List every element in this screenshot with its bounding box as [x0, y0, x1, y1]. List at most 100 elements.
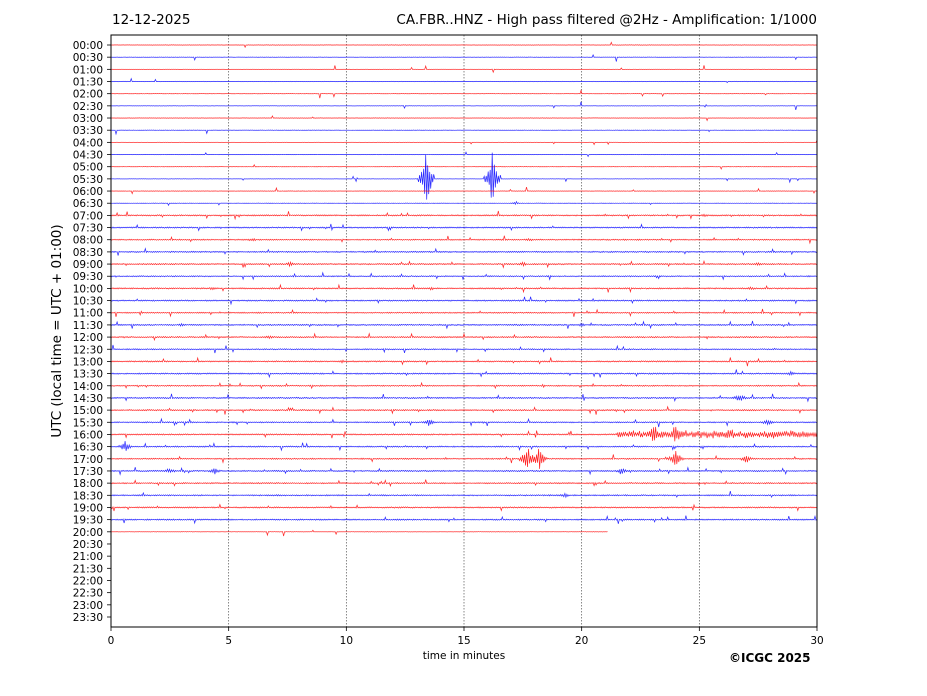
- y-tick-label: 14:30: [73, 393, 103, 405]
- seismic-trace: [110, 186, 818, 195]
- seismic-trace: [110, 369, 818, 379]
- seismic-trace: [110, 235, 818, 245]
- chart-title: CA.FBR..HNZ - High pass filtered @2Hz - …: [396, 12, 817, 28]
- y-tick-label: 05:00: [73, 162, 103, 174]
- copyright-logo: ©ICGC 2025: [729, 651, 811, 665]
- y-tick-label: 00:00: [73, 40, 103, 52]
- seismic-trace: [110, 356, 818, 367]
- seismic-trace: [110, 393, 818, 403]
- seismic-trace: [110, 448, 818, 469]
- y-tick-label: 22:30: [73, 588, 103, 600]
- y-tick-label: 22:00: [73, 575, 103, 587]
- y-tick-label: 18:00: [73, 478, 103, 490]
- seismic-trace: [110, 320, 818, 330]
- y-tick-label: 10:30: [73, 296, 103, 308]
- seismic-trace: [110, 223, 818, 232]
- seismic-trace: [110, 53, 818, 62]
- y-tick-label: 11:30: [73, 320, 103, 332]
- y-tick-label: 12:30: [73, 344, 103, 356]
- seismic-trace: [110, 514, 818, 525]
- y-tick-label: 09:30: [73, 271, 103, 283]
- seismic-trace: [110, 479, 818, 488]
- y-tick-label: 07:30: [73, 223, 103, 235]
- y-tick-label: 17:30: [73, 466, 103, 478]
- y-tick-label: 15:30: [73, 417, 103, 429]
- y-tick-label: 00:30: [73, 52, 103, 64]
- y-tick-label: 01:30: [73, 77, 103, 89]
- y-tick-label: 23:00: [73, 600, 103, 612]
- x-tick-label: 0: [108, 635, 115, 647]
- seismic-trace: [110, 210, 818, 221]
- y-tick-label: 06:00: [73, 186, 103, 198]
- y-tick-label: 12:00: [73, 332, 103, 344]
- y-tick-label: 03:00: [73, 113, 103, 125]
- y-tick-label: 16:30: [73, 442, 103, 454]
- y-tick-label: 20:00: [73, 527, 103, 539]
- x-tick-label: 20: [575, 635, 588, 647]
- x-tick-label: 10: [340, 635, 353, 647]
- seismic-trace: [110, 466, 818, 476]
- y-tick-label: 23:30: [73, 612, 103, 624]
- seismic-trace: [110, 529, 608, 537]
- seismic-trace: [110, 247, 818, 256]
- x-tick-label: 15: [457, 635, 470, 647]
- x-tick-label: 25: [693, 635, 706, 647]
- seismic-trace: [110, 296, 818, 306]
- y-tick-label: 13:30: [73, 369, 103, 381]
- seismic-trace: [110, 426, 818, 442]
- x-axis-label: time in minutes: [422, 650, 506, 662]
- y-tick-label: 21:00: [73, 551, 103, 563]
- seismic-trace: [110, 77, 818, 84]
- plot-frame: [110, 34, 818, 628]
- seismic-trace: [110, 101, 818, 110]
- y-tick-label: 15:00: [73, 405, 103, 417]
- y-tick-label: 02:30: [73, 101, 103, 113]
- y-tick-label: 05:30: [73, 174, 103, 186]
- y-tick-label: 08:00: [73, 235, 103, 247]
- seismic-trace: [110, 381, 818, 390]
- seismic-trace: [110, 491, 818, 499]
- y-tick-label: 17:00: [73, 454, 103, 466]
- seismic-trace: [110, 503, 818, 512]
- seismic-trace: [110, 164, 818, 170]
- seismic-trace: [110, 140, 818, 146]
- seismic-trace: [110, 41, 818, 49]
- y-tick-label: 04:30: [73, 150, 103, 162]
- seismic-trace: [110, 283, 818, 294]
- y-tick-label: 04:00: [73, 137, 103, 149]
- seismic-trace: [110, 308, 818, 318]
- y-tick-label: 19:00: [73, 502, 103, 514]
- y-tick-label: 16:00: [73, 429, 103, 441]
- y-tick-label: 10:00: [73, 283, 103, 295]
- seismic-trace: [110, 417, 818, 428]
- y-tick-label: 06:30: [73, 198, 103, 210]
- seismic-trace: [110, 200, 818, 207]
- seismic-trace: [110, 441, 818, 452]
- y-tick-label: 11:00: [73, 308, 103, 320]
- y-tick-label: 14:00: [73, 381, 103, 393]
- seismic-trace: [110, 271, 818, 281]
- seismic-trace: [110, 405, 818, 415]
- y-tick-label: 02:00: [73, 89, 103, 101]
- y-tick-label: 13:00: [73, 356, 103, 368]
- chart-date: 12-12-2025: [112, 12, 191, 28]
- seismic-trace: [110, 151, 818, 158]
- x-tick-label: 30: [810, 635, 823, 647]
- y-tick-label: 19:30: [73, 515, 103, 527]
- y-tick-label: 20:30: [73, 539, 103, 551]
- seismic-trace: [110, 129, 818, 136]
- y-tick-label: 03:30: [73, 125, 103, 137]
- y-tick-label: 07:00: [73, 210, 103, 222]
- seismic-trace: [110, 115, 818, 122]
- y-tick-label: 08:30: [73, 247, 103, 259]
- seismic-trace: [110, 64, 818, 74]
- y-tick-label: 01:00: [73, 64, 103, 76]
- seismic-trace: [110, 89, 818, 99]
- seismic-trace: [110, 344, 818, 354]
- seismic-trace: [110, 152, 818, 200]
- seismic-trace: [110, 332, 818, 342]
- y-tick-label: 18:30: [73, 490, 103, 502]
- y-tick-label: 21:30: [73, 563, 103, 575]
- y-tick-label: 09:00: [73, 259, 103, 271]
